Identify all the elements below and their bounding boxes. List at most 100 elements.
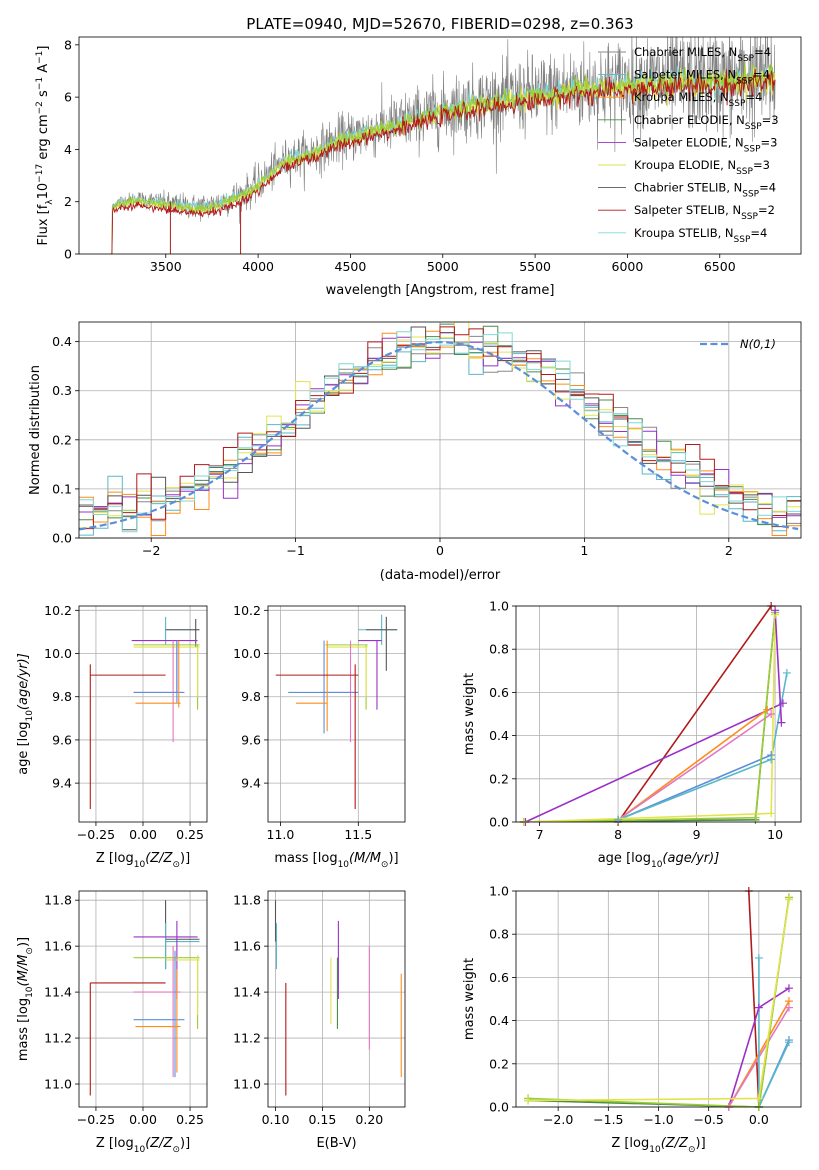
x-tick-label: 9 [693, 827, 701, 842]
x-axis-label-part: (Z/Z [145, 851, 173, 866]
mass-weight-line [774, 610, 783, 723]
plot-area [79, 322, 801, 536]
y-axis-label-part: −1 [35, 51, 45, 64]
x-axis-label-part: mass [log [274, 851, 337, 866]
x-axis-label-part: ⊙ [172, 1145, 180, 1155]
y-tick-label: 0.2 [52, 432, 72, 447]
legend-entry: Salpeter STELIB, NSSP=2 [634, 203, 775, 222]
mass-weight-line [523, 672, 788, 822]
y-axis-label-part: 10 [25, 710, 35, 722]
y-tick-label: 0.3 [52, 383, 72, 398]
legend-entry-part: Chabrier MILES, N [634, 45, 737, 59]
legend-entry-part: Salpeter ELODIE, N [634, 135, 744, 149]
panel-age_vs_Z: −0.25 0.00 0.259.49.69.810.010.2Z [log10(Z… [16, 603, 208, 870]
x-axis-label-part: Z [log [611, 1136, 649, 1151]
axes-frame [78, 890, 208, 1108]
legend-entry-part: SSP [737, 54, 754, 64]
x-tick-label: 4500 [335, 259, 367, 274]
y-tick-label: 11.8 [233, 893, 261, 908]
legend-entry-part: Kroupa ELODIE, N [634, 158, 736, 172]
legend-entry-part: SSP [729, 99, 746, 109]
x-axis-label: age [log10(age/yr)] [598, 851, 720, 870]
panel-age_vs_mass: 11.0 11.5 9.4 9.6 9.8 10.0 10.2 mass [log10(M/M… [233, 603, 406, 870]
legend-entry-part: =4 [759, 181, 776, 195]
y-axis-label-part: s [36, 90, 51, 101]
x-tick-label: 10 [767, 827, 783, 842]
panel-spectrum: 3500 4000 4500 5000 5500 6000 6500 0 2 4 6 8 PLATE=0… [35, 15, 802, 298]
x-tick-label: 0 [436, 543, 444, 558]
y-axis-label-part: (M/M [16, 955, 31, 987]
y-axis-label-part: ] [36, 46, 51, 51]
mass-weight-line [525, 702, 784, 822]
y-tick-label: 0.8 [489, 927, 509, 942]
y-tick-label: 9.6 [241, 732, 261, 747]
x-tick-label: 0.00 [129, 827, 157, 842]
legend-entry: Salpeter MILES, NSSP=4 [634, 68, 770, 87]
x-tick-label: 5000 [427, 259, 459, 274]
legend-entry-part: =4 [753, 68, 770, 82]
legend-entry: Kroupa STELIB, NSSP=4 [634, 226, 767, 245]
x-axis-label-part: age [log [598, 851, 651, 866]
chart-title: PLATE=0940, MJD=52670, FIBERID=0298, z=0… [246, 15, 633, 33]
y-axis-label-part: mass [log [16, 998, 31, 1061]
legend-entry: Chabrier STELIB, NSSP=4 [634, 181, 776, 200]
plus-marker [784, 1038, 793, 1047]
plus-marker [784, 984, 793, 993]
panel-residuals: −2 −1 0 1 2 0.0 0.1 0.2 0.3 0.4 (data-model)/error… [28, 321, 802, 583]
x-tick-label: 6000 [612, 259, 644, 274]
legend: N(0,1) [700, 337, 776, 351]
y-tick-label: 8 [64, 37, 72, 52]
x-tick-label: 8 [614, 827, 622, 842]
y-tick-label: 11.4 [44, 985, 72, 1000]
x-axis-label-part: )] [388, 851, 398, 866]
normal-curve [79, 341, 799, 531]
y-tick-label: 11.4 [233, 985, 261, 1000]
x-axis-label-part: 10 [651, 860, 663, 870]
plus-marker [784, 895, 793, 904]
legend-entry: Chabrier ELODIE, NSSP=3 [634, 113, 779, 132]
plus-marker [614, 815, 623, 824]
legend-entry-part: =2 [758, 203, 775, 217]
y-tick-label: 11.8 [44, 893, 72, 908]
legend-entry-part: =4 [754, 45, 771, 59]
x-axis-label-part: ⊙ [172, 860, 180, 870]
y-tick-label: 2 [64, 194, 72, 209]
y-tick-label: 9.4 [241, 776, 261, 791]
legend-entry-part: Salpeter STELIB, N [634, 203, 741, 217]
x-axis-label-part: )] [696, 1136, 706, 1151]
legend-entry-part: SSP [744, 144, 761, 154]
y-axis-label: mass weight [462, 673, 477, 755]
plus-marker [754, 1003, 763, 1012]
mass-weight-line [523, 614, 776, 822]
x-tick-label: −0.25 [77, 1112, 115, 1127]
plot-area [110, 37, 776, 254]
y-axis-label: age [log10(age/yr)] [16, 653, 35, 775]
plus-marker [754, 1094, 763, 1103]
y-axis-label-part: ⊙ [25, 947, 35, 955]
axes-frame [267, 605, 406, 823]
plot-area [89, 900, 200, 1096]
y-tick-label: 11.2 [44, 1031, 72, 1046]
plus-marker [778, 699, 787, 708]
x-tick-label: −1.0 [643, 1112, 673, 1127]
y-axis-label: mass [log10(M/M⊙)] [16, 937, 35, 1061]
plus-marker [777, 718, 786, 727]
legend-entry: N(0,1) [740, 337, 776, 351]
legend-entry-part: SSP [736, 167, 753, 177]
x-tick-label: −2.0 [543, 1112, 573, 1127]
x-axis-label-part: )] [180, 851, 190, 866]
x-axis-label: Z [log10(Z/Z⊙)] [96, 851, 190, 870]
y-axis-label: Normed distribution [28, 365, 43, 495]
x-axis-label-part: )] [180, 1136, 190, 1151]
plus-marker [763, 705, 772, 714]
legend-entry: Kroupa ELODIE, NSSP=3 [634, 158, 770, 177]
axes-frame [515, 605, 802, 823]
y-tick-label: 11.0 [44, 1077, 72, 1092]
x-tick-label: 0.15 [309, 1112, 337, 1127]
mass-weight-line [617, 606, 772, 822]
legend-entry: Chabrier MILES, NSSP=4 [634, 45, 771, 64]
plot-area [275, 614, 398, 810]
